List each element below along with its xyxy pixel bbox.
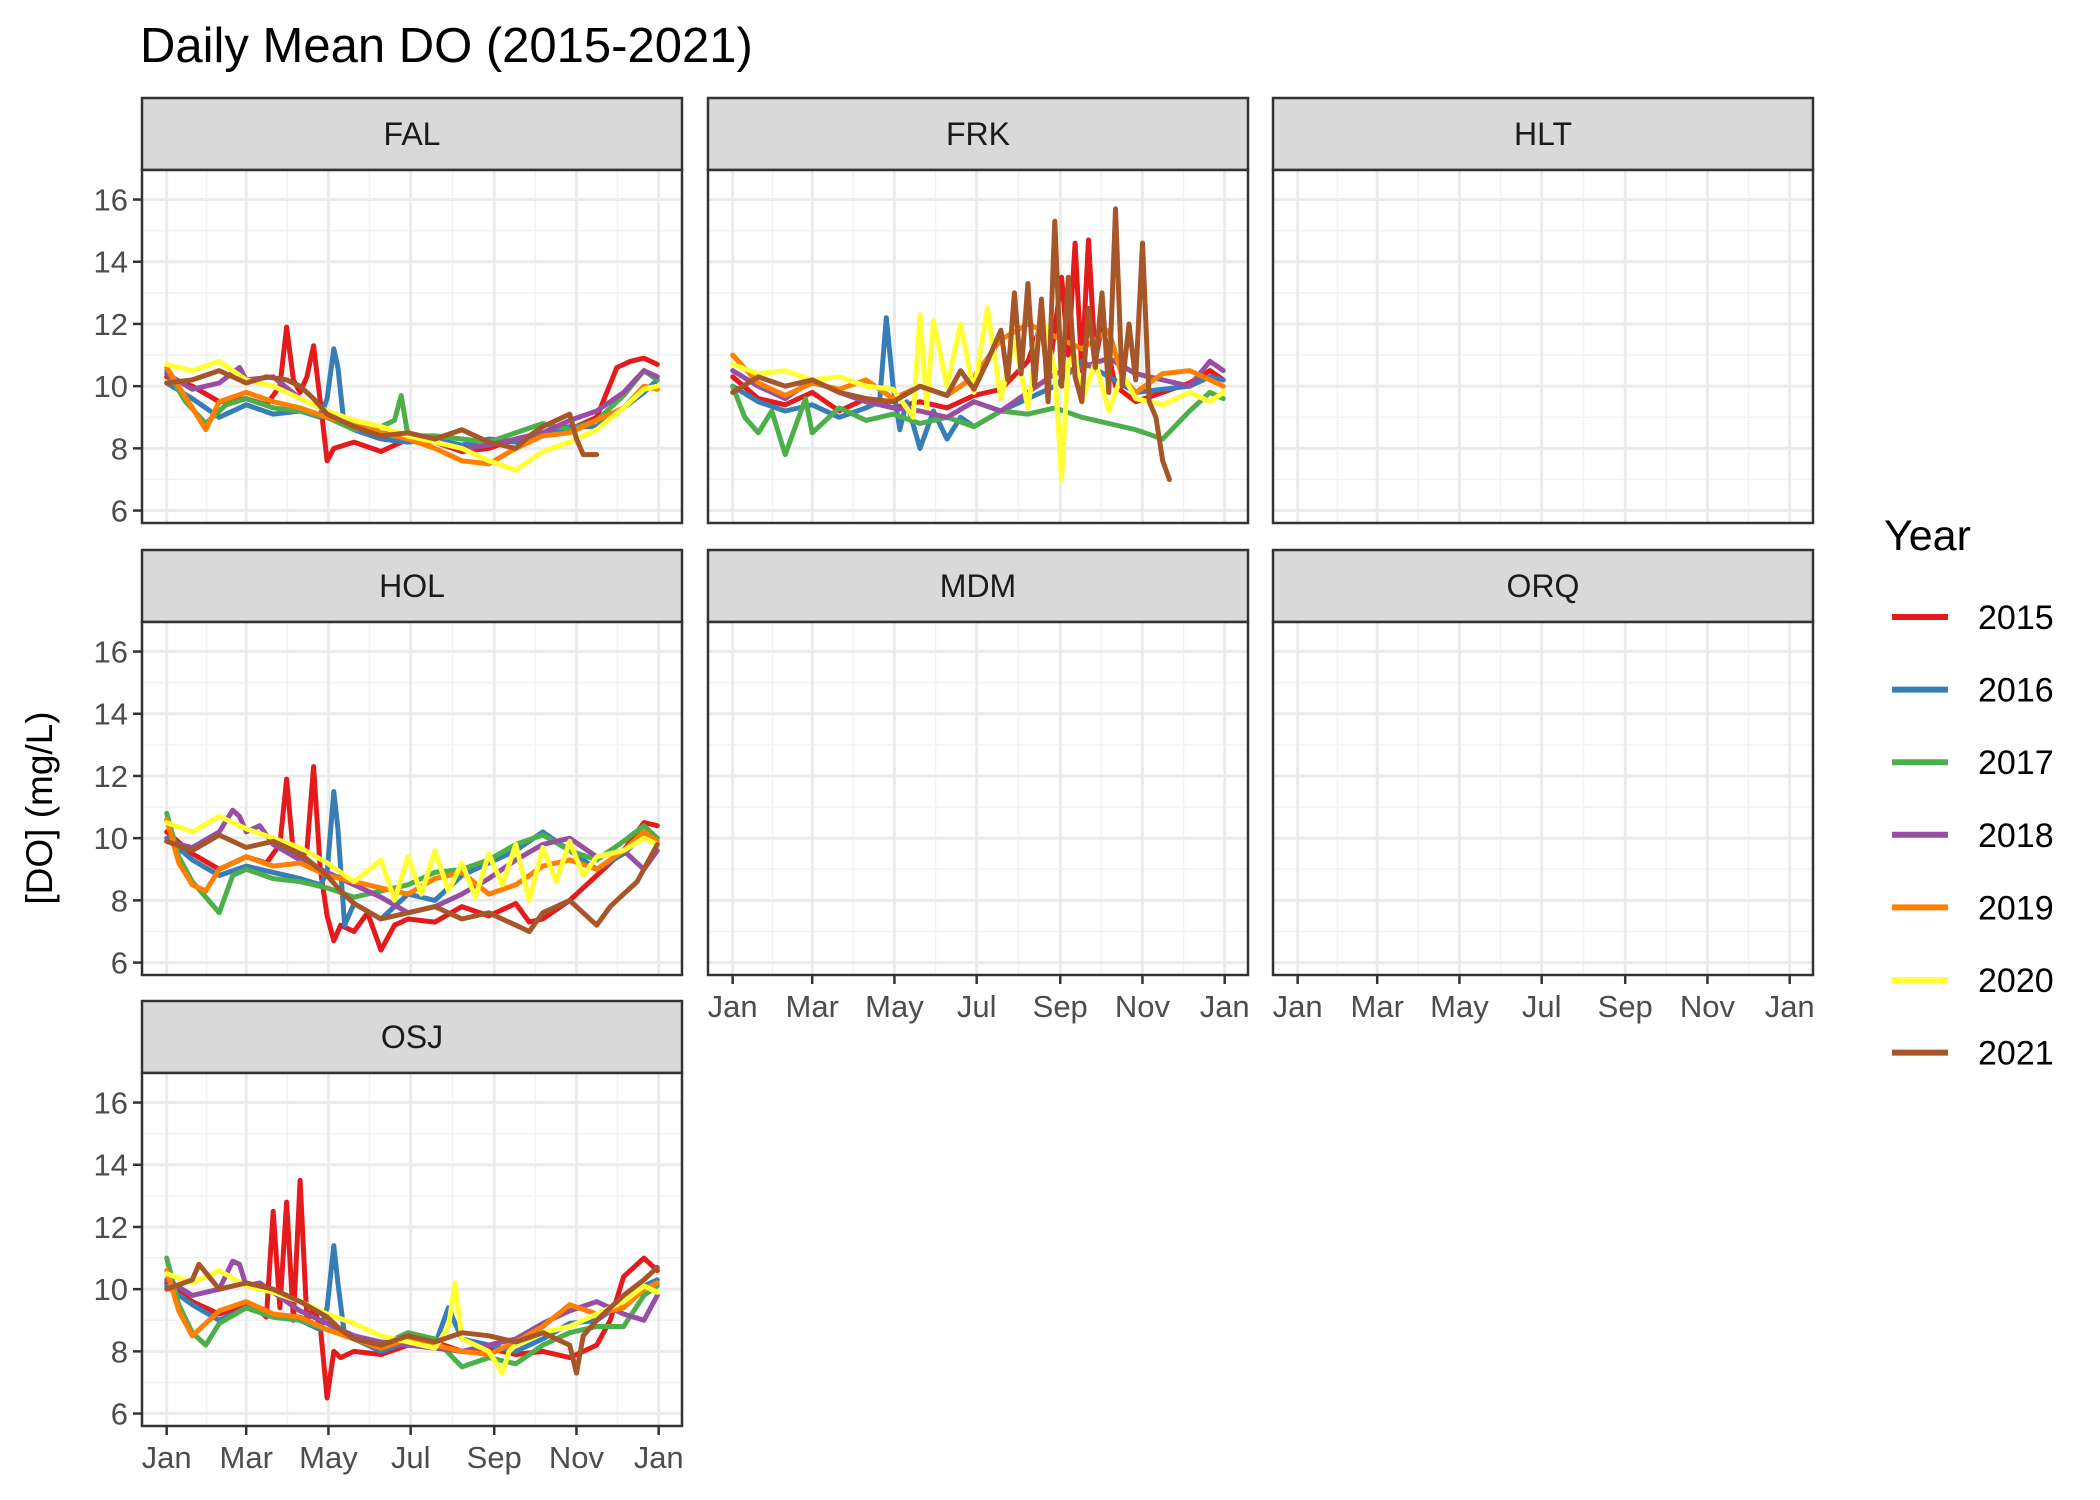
facet-panels: FAL 6 8 10 12 14 16 FRK HLT HOL 6 8 10 12 14 16 MDM Jan Ma…	[94, 96, 1815, 1475]
facet-strip-label: OSJ	[381, 1019, 443, 1055]
series-line-2019	[164, 1268, 660, 1357]
y-tick-label: 14	[94, 1148, 128, 1183]
x-tick-label: Jan	[1200, 989, 1250, 1024]
x-tick-label: Jan	[634, 1440, 684, 1475]
x-tick-label: May	[1430, 989, 1489, 1024]
facet-panel-fal: FAL 6 8 10 12 14 16	[94, 96, 684, 529]
y-tick-label: 12	[94, 1210, 128, 1245]
facet-strip	[706, 96, 1250, 172]
series-line-2021	[164, 368, 600, 458]
legend-label: 2015	[1978, 599, 2054, 637]
facet-panel-hlt: HLT	[1271, 96, 1815, 525]
y-tick-label: 12	[94, 759, 128, 794]
facet-strip	[1271, 548, 1815, 624]
panel-border	[1271, 168, 1815, 525]
facet-panel-osj: OSJ 6 8 10 12 14 16 Jan Mar May Jul Sep Nov Jan	[94, 999, 684, 1475]
legend-label: 2016	[1978, 672, 2054, 710]
x-tick-label: Jan	[1765, 989, 1815, 1024]
y-axis-label: [DO] (mg/L)	[19, 711, 60, 904]
facet-panel-mdm: MDM Jan Mar May Jul Sep Nov Jan	[706, 548, 1250, 1024]
x-tick-label: Nov	[1680, 989, 1736, 1024]
y-tick-label: 6	[111, 1397, 128, 1432]
series-line-2017	[164, 810, 660, 916]
x-tick-label: Nov	[1115, 989, 1171, 1024]
facet-strip	[140, 548, 684, 624]
facet-panel-frk: FRK	[706, 96, 1250, 525]
facet-strip-label: HLT	[1514, 116, 1572, 152]
facet-strip	[706, 548, 1250, 624]
y-tick-label: 10	[94, 821, 128, 856]
x-tick-label: Jan	[708, 989, 758, 1024]
panel-border	[140, 620, 684, 977]
panel-border	[140, 1071, 684, 1428]
y-tick-label: 8	[111, 431, 128, 466]
x-tick-label: Mar	[786, 989, 839, 1024]
x-tick-label: Mar	[1351, 989, 1404, 1024]
x-tick-label: May	[299, 1440, 358, 1475]
facet-strip-label: FAL	[384, 116, 441, 152]
facet-strip	[1271, 96, 1815, 172]
y-tick-label: 8	[111, 1334, 128, 1369]
facet-panel-hol: HOL 6 8 10 12 14 16	[94, 548, 684, 981]
x-tick-label: Jul	[391, 1440, 431, 1475]
legend-label: 2018	[1978, 817, 2054, 855]
facet-strip-label: HOL	[379, 568, 445, 604]
facet-strip-label: ORQ	[1507, 568, 1580, 604]
y-tick-label: 14	[94, 245, 128, 280]
panel-border	[140, 168, 684, 525]
x-tick-label: Sep	[1598, 989, 1653, 1024]
series-line-2021	[730, 206, 1172, 482]
facet-strip	[140, 96, 684, 172]
legend-label: 2020	[1978, 962, 2054, 1000]
series-line-2020	[164, 813, 660, 903]
y-tick-label: 10	[94, 369, 128, 404]
facet-strip-label: FRK	[946, 116, 1010, 152]
legend-title: Year	[1884, 512, 1971, 560]
y-tick-label: 16	[94, 183, 128, 218]
x-tick-label: Jul	[957, 989, 997, 1024]
series-line-2021	[164, 832, 660, 934]
panel-border	[1271, 620, 1815, 977]
legend-label: 2017	[1978, 744, 2054, 782]
y-tick-label: 14	[94, 697, 128, 732]
facet-strip	[140, 999, 684, 1075]
facet-panel-orq: ORQ Jan Mar May Jul Sep Nov Jan	[1271, 548, 1815, 1024]
chart-title: Daily Mean DO (2015-2021)	[140, 19, 753, 73]
x-tick-label: Nov	[549, 1440, 605, 1475]
panel-border	[706, 168, 1250, 525]
y-tick-label: 16	[94, 1086, 128, 1121]
x-tick-label: Sep	[1033, 989, 1088, 1024]
y-tick-label: 8	[111, 883, 128, 918]
x-tick-label: May	[865, 989, 924, 1024]
legend-label: 2021	[1978, 1035, 2054, 1073]
x-tick-label: Jul	[1522, 989, 1562, 1024]
series-line-2019	[164, 365, 660, 467]
legend: Year 2015 2016 2017 2018 2019 2020 2021	[1884, 512, 2054, 1073]
x-tick-label: Sep	[467, 1440, 522, 1475]
series-line-2020	[164, 1268, 660, 1376]
y-tick-label: 16	[94, 635, 128, 670]
series-line-2018	[164, 807, 660, 916]
legend-label: 2019	[1978, 889, 2054, 927]
y-tick-label: 12	[94, 307, 128, 342]
x-tick-label: Mar	[220, 1440, 273, 1475]
x-tick-label: Jan	[142, 1440, 192, 1475]
facet-strip-label: MDM	[940, 568, 1016, 604]
series-line-2019	[164, 817, 660, 897]
y-tick-label: 6	[111, 946, 128, 981]
x-tick-label: Jan	[1273, 989, 1323, 1024]
panel-border	[706, 620, 1250, 977]
series-line-2021	[164, 1261, 660, 1376]
y-tick-label: 10	[94, 1272, 128, 1307]
y-tick-label: 6	[111, 494, 128, 529]
